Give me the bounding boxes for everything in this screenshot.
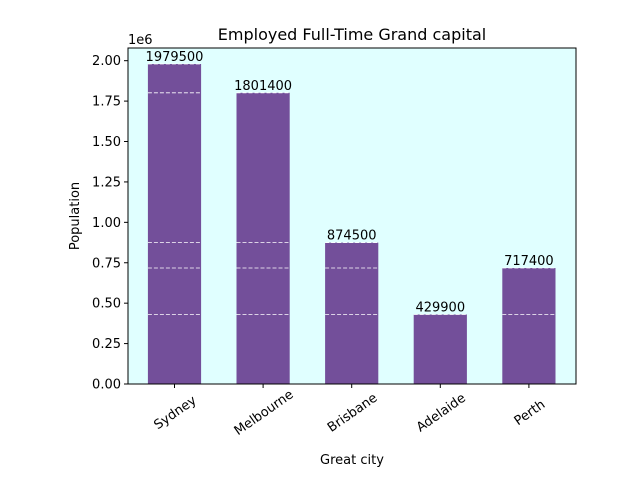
bar-sydney xyxy=(147,64,202,384)
grid-lines xyxy=(147,63,556,315)
x-axis-title: Great city xyxy=(320,453,384,468)
y-tick-label: 1.00 xyxy=(92,216,121,231)
y-tick-label: 0.75 xyxy=(92,256,121,271)
y-tick-label: 0.00 xyxy=(92,378,121,393)
y-tick-label: 1.75 xyxy=(92,95,121,110)
bar-melbourne xyxy=(236,92,290,384)
data-label-perth: 717400 xyxy=(504,254,554,269)
bar-adelaide xyxy=(413,314,467,384)
data-label-melbourne: 1801400 xyxy=(234,79,292,94)
y-axis-offset-text: 1e6 xyxy=(128,33,153,48)
y-tick-label: 0.25 xyxy=(92,337,121,352)
y-tick-label: 0.50 xyxy=(92,297,121,312)
data-label-adelaide: 429900 xyxy=(415,301,465,316)
y-tick-label: 2.00 xyxy=(92,54,121,69)
data-label-brisbane: 874500 xyxy=(327,229,377,244)
data-labels-group: 1979500 1801400 874500 429900 717400 xyxy=(146,50,554,316)
bar-brisbane xyxy=(325,242,379,384)
chart-title: Employed Full-Time Grand capital xyxy=(218,25,486,44)
y-tick-label: 1.25 xyxy=(92,175,121,190)
y-tick-label: 1.50 xyxy=(92,135,121,150)
data-label-sydney: 1979500 xyxy=(146,50,204,65)
y-axis: 0.00 0.25 0.50 0.75 1.00 1.25 1.50 1.75 2.00 xyxy=(92,54,128,393)
bars-group xyxy=(147,64,556,384)
bar-perth xyxy=(502,268,556,384)
y-axis-title: Population xyxy=(68,182,83,250)
